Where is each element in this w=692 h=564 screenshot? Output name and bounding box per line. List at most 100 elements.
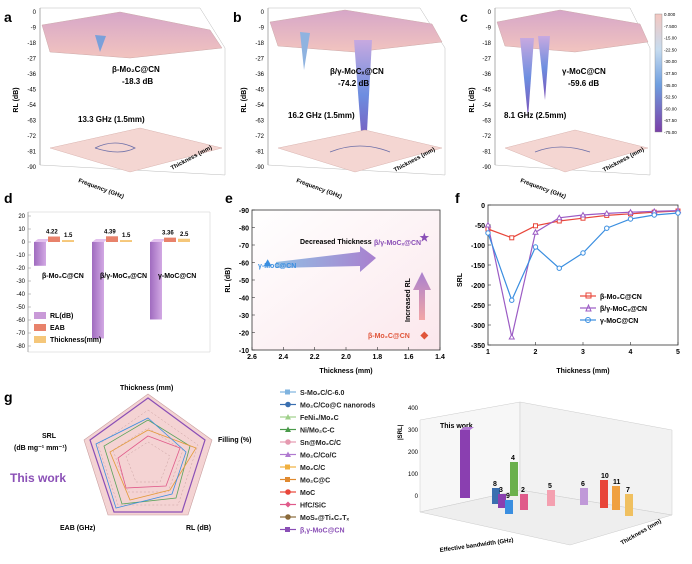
panel-f-point bbox=[556, 265, 562, 271]
panel-d-legend-thickness: Thickness(mm) bbox=[50, 337, 101, 344]
panel-d-bar-rl bbox=[150, 242, 162, 320]
zaxis-tick-label: -18 bbox=[255, 41, 264, 47]
bar3d-ytick-label: 0 bbox=[415, 494, 419, 500]
panel-b-spike bbox=[354, 40, 372, 150]
zaxis-tick-label: -81 bbox=[27, 150, 36, 156]
bar3d-ytick-label: 200 bbox=[408, 450, 419, 456]
legend-entry-label: Mo₂C/Co/C bbox=[300, 453, 337, 460]
colorbar-tick-label: -30.00 bbox=[664, 59, 677, 64]
radar-axis-srl-unit: (dB mg⁻¹ mm⁻¹) bbox=[14, 445, 67, 452]
panel-d-ytick-label: -40 bbox=[16, 292, 25, 298]
zaxis-tick-label: -9 bbox=[486, 26, 492, 32]
panel-a-zticks: 0 -9 -18 -27 -36 -45 -54 -63 -72 -81 -90 bbox=[27, 10, 36, 171]
panel-f-point bbox=[627, 208, 634, 215]
panel-e-ytick-label: -40 bbox=[239, 296, 249, 303]
legend-marker bbox=[285, 389, 290, 395]
panel-f-xlabel: Thickness (mm) bbox=[556, 368, 609, 375]
bar3d-bar-index: 4 bbox=[511, 455, 515, 462]
legend-entry-label: Sn@Mo₂C/C bbox=[300, 440, 341, 447]
panel-d-legend-rl: RL(dB) bbox=[50, 313, 73, 320]
panel-f-xtick-label: 3 bbox=[581, 349, 585, 356]
panel-d-bar-rl-top bbox=[92, 239, 108, 242]
bar3d-bar bbox=[492, 488, 500, 504]
legend-entry-label: Mo₂C/C bbox=[300, 465, 325, 472]
panel-f-point bbox=[675, 210, 681, 216]
panel-c-label: c bbox=[460, 9, 468, 25]
zaxis-tick-label: -9 bbox=[259, 26, 265, 32]
panel-c-annotation-name: γ-MoC@CN bbox=[562, 67, 606, 76]
panel-d-legend: RL(dB) EAB Thickness(mm) bbox=[34, 312, 101, 344]
panel-f-point bbox=[508, 333, 516, 340]
legend-marker bbox=[285, 464, 290, 470]
panel-e-ytick-label: -60 bbox=[239, 261, 249, 268]
panel-d-bars: 4.22 1.5 β-Mo₂C@CN 4.39 1.5 β/γ-MoCₓ@CN 3.36 2.… bbox=[34, 229, 196, 339]
bar3d-xlabel: Effective bandwidth (GHz) bbox=[439, 538, 513, 554]
legend-entry-label: Mo₂C/Co@C nanorods bbox=[300, 403, 375, 410]
zaxis-tick-label: -36 bbox=[255, 72, 264, 78]
bar3d-bar bbox=[520, 494, 528, 510]
panel-e-xtick-label: 2.4 bbox=[278, 354, 288, 361]
panel-d-thickness-value: 2.5 bbox=[180, 232, 189, 238]
zaxis-tick-label: -54 bbox=[27, 103, 36, 109]
panel-e-label: e bbox=[225, 190, 233, 206]
panel-e-ytick-label: -30 bbox=[239, 313, 249, 320]
panel-g-legend: S-Mo₂C/C-6.0 Mo₂C/Co@C nanorods FeNi₃/Mo₂C… bbox=[280, 389, 375, 535]
panel-b-label: b bbox=[233, 9, 242, 25]
bar3d-bar-index: 11 bbox=[613, 479, 621, 486]
panel-d-ytick-label: -20 bbox=[16, 266, 25, 272]
panel-d-legend-eab: EAB bbox=[50, 325, 65, 332]
panel-a-peak-note: 13.3 GHz (1.5mm) bbox=[78, 115, 145, 124]
panel-f-point bbox=[579, 211, 587, 218]
panel-f-point bbox=[555, 214, 563, 221]
colorbar-tick-label: -75.00 bbox=[664, 130, 677, 135]
panel-f-point bbox=[604, 225, 610, 231]
panel-d-bar-rl bbox=[92, 242, 104, 339]
radar-axis-thickness: Thickness (mm) bbox=[120, 385, 173, 392]
panel-d-bar-rl-top bbox=[150, 239, 166, 242]
bar3d-bar bbox=[580, 488, 588, 505]
bar3d-ylabel: |SRL| bbox=[398, 424, 404, 440]
bar3d-ytick-label: 400 bbox=[408, 406, 419, 412]
panel-e: e 2.6 2.4 2.2 2.0 1.8 1.6 1.4 -90 -80 -70 -60 -50 -4… bbox=[225, 190, 445, 375]
panel-f-ytick-label: -150 bbox=[471, 263, 485, 270]
panel-e-ytick-label: -80 bbox=[239, 226, 249, 233]
panel-f-legend-2: γ-MoC@CN bbox=[600, 318, 638, 325]
panel-e-xtick-label: 1.4 bbox=[435, 354, 445, 361]
bar3d-bar bbox=[600, 480, 608, 508]
panel-d-bar-rl-top bbox=[34, 239, 50, 242]
panel-d-ytick-label: 0 bbox=[22, 240, 26, 246]
zaxis-tick-label: -63 bbox=[482, 119, 491, 125]
panel-d-ytick-label: -30 bbox=[16, 279, 25, 285]
zaxis-tick-label: -54 bbox=[482, 103, 491, 109]
panel-e-point-gamma bbox=[263, 259, 272, 267]
legend-marker bbox=[285, 401, 291, 408]
panel-g-bar3d: 400 300 200 100 0 |SRL| Effective bandwidth … bbox=[398, 401, 673, 554]
zaxis-tick-label: -81 bbox=[255, 150, 264, 156]
zaxis-tick-label: -54 bbox=[255, 103, 264, 109]
legend-marker bbox=[285, 426, 291, 432]
panel-f-point bbox=[484, 221, 492, 228]
panel-c-xlabel: Frequency (GHz) bbox=[519, 178, 566, 200]
panel-e-ytick-label: -70 bbox=[239, 243, 249, 250]
panel-d-ytick-label: 10 bbox=[18, 227, 25, 233]
zaxis-tick-label: -72 bbox=[27, 134, 36, 140]
zaxis-tick-label: -27 bbox=[27, 57, 36, 63]
panel-d-category-label: γ-MoC@CN bbox=[158, 273, 196, 280]
panel-e-ytick-label: -20 bbox=[239, 331, 249, 338]
panel-d-bar-eab bbox=[164, 237, 176, 242]
panel-d-eab-value: 4.39 bbox=[104, 229, 116, 235]
legend-entry-label: Ni/Mo₂C-C bbox=[300, 428, 335, 435]
colorbar-tick-label: -7.500 bbox=[664, 24, 677, 29]
panel-g-radar: Thickness (mm) Filling (%) RL (dB) EAB (… bbox=[10, 385, 251, 532]
panel-f-point bbox=[509, 297, 515, 303]
panel-e-xtick-label: 2.0 bbox=[341, 354, 351, 361]
panel-f-ytick-label: 0 bbox=[481, 203, 485, 210]
zaxis-tick-label: -9 bbox=[31, 26, 37, 32]
panel-f-xtick-label: 2 bbox=[534, 349, 538, 356]
panel-d-bar-eab bbox=[48, 236, 60, 242]
bar3d-bar bbox=[612, 486, 620, 510]
panel-e-point-beta bbox=[420, 331, 429, 340]
zaxis-tick-label: -90 bbox=[27, 165, 36, 171]
panel-d-ytick-label: -70 bbox=[16, 331, 25, 337]
